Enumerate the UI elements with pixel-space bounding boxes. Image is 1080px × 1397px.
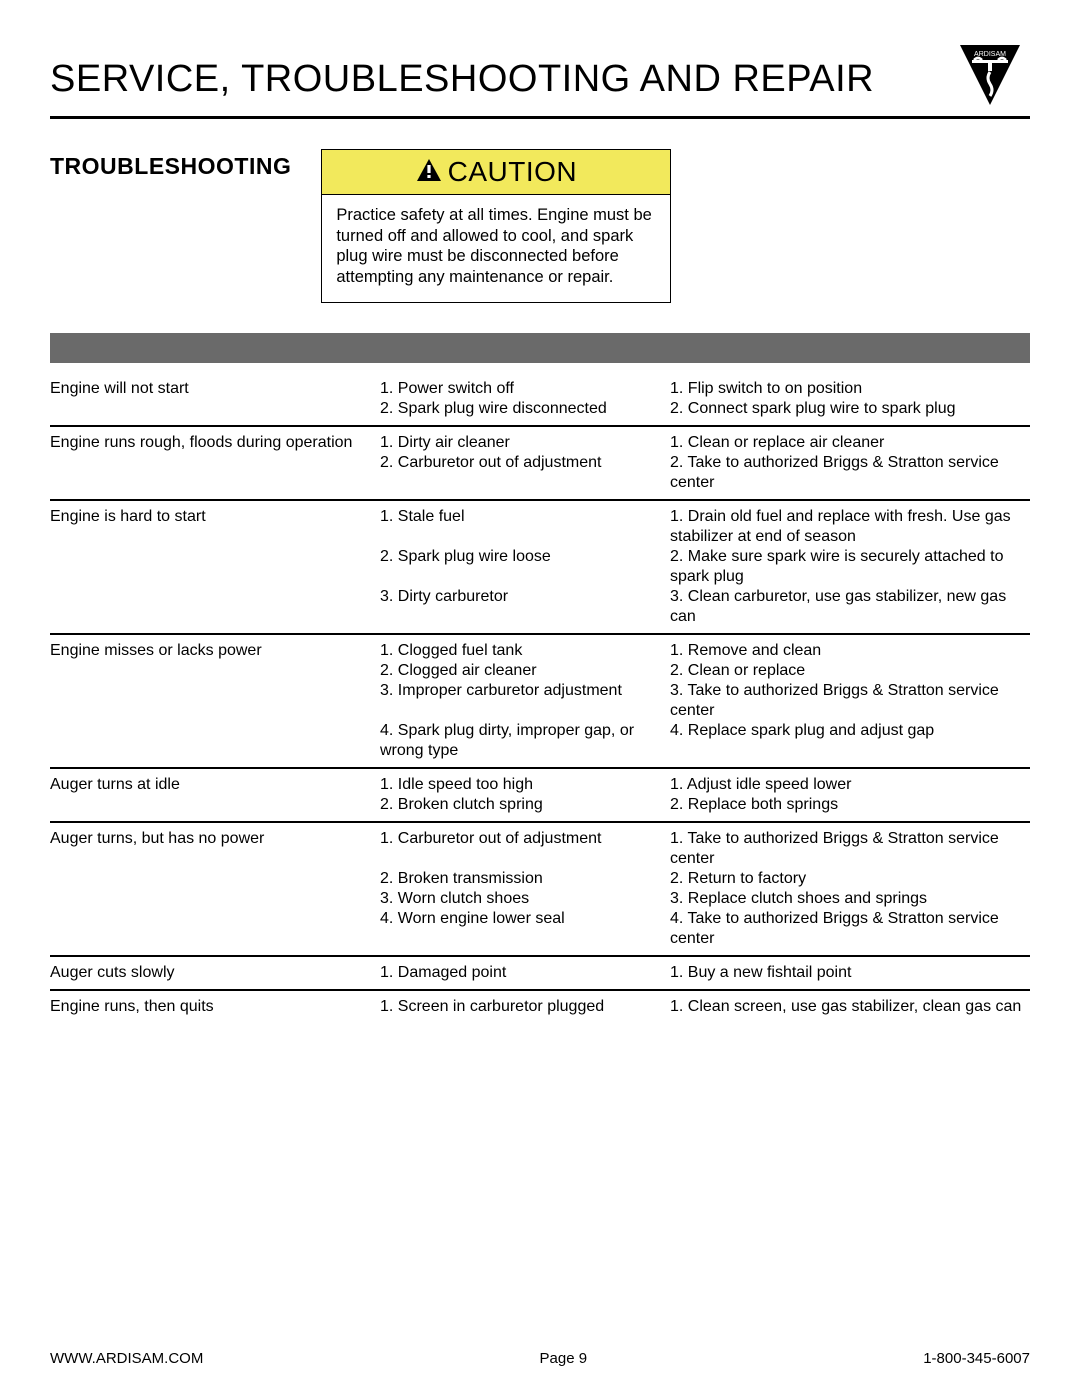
section-heading: TROUBLESHOOTING (50, 149, 291, 180)
caution-body: Practice safety at all times. Engine mus… (322, 195, 670, 302)
cause-item: 2. Broken transmission (380, 869, 650, 889)
table-row: Engine misses or lacks power1. Clogged f… (50, 635, 1030, 769)
footer-phone: 1-800-345-6007 (923, 1350, 1030, 1367)
page-footer: WWW.ARDISAM.COM Page 9 1-800-345-6007 (50, 1350, 1030, 1367)
remedy-item: 1. Clean screen, use gas stabilizer, cle… (670, 997, 1030, 1017)
caution-box: CAUTION Practice safety at all times. En… (321, 149, 671, 303)
troubleshoot-table: Engine will not start1. Power switch off… (50, 373, 1030, 1023)
table-row: Engine runs rough, floods during operati… (50, 427, 1030, 501)
remedy-item: 1. Adjust idle speed lower (670, 775, 1030, 795)
remedy-cell: 1. Adjust idle speed lower2. Replace bot… (670, 775, 1030, 815)
remedy-item: 1. Take to authorized Briggs & Stratton … (670, 829, 1030, 869)
remedy-item: 4. Replace spark plug and adjust gap (670, 721, 1030, 741)
remedy-item: 4. Take to authorized Briggs & Stratton … (670, 909, 1030, 949)
cause-item (380, 567, 650, 587)
remedy-cell: 1. Buy a new fishtail point (670, 963, 1030, 983)
cause-item (380, 527, 650, 547)
brand-logo: ARDISAM (950, 40, 1030, 110)
cause-item: 2. Carburetor out of adjustment (380, 453, 650, 473)
cause-item: 4. Worn engine lower seal (380, 909, 650, 929)
problem-cell: Auger turns, but has no power (50, 829, 380, 949)
cause-item: 3. Improper carburetor adjustment (380, 681, 650, 701)
cause-item: 4. Spark plug dirty, improper gap, or wr… (380, 721, 650, 761)
cause-item: 3. Dirty carburetor (380, 587, 650, 607)
cause-item: 2. Clogged air cleaner (380, 661, 650, 681)
section-row: TROUBLESHOOTING CAUTION Practice safety … (50, 149, 1030, 303)
warning-icon (416, 158, 442, 187)
cause-item (380, 849, 650, 869)
page-title: SERVICE, TROUBLESHOOTING AND REPAIR (50, 40, 874, 101)
cause-cell: 1. Damaged point (380, 963, 670, 983)
cause-cell: 1. Clogged fuel tank2. Clogged air clean… (380, 641, 670, 761)
cause-item: 1. Screen in carburetor plugged (380, 997, 650, 1017)
cause-item: 1. Carburetor out of adjustment (380, 829, 650, 849)
cause-item: 2. Spark plug wire disconnected (380, 399, 650, 419)
remedy-item: 2. Replace both springs (670, 795, 1030, 815)
cause-cell: 1. Dirty air cleaner2. Carburetor out of… (380, 433, 670, 493)
table-header-bar (50, 333, 1030, 363)
table-row: Engine is hard to start1. Stale fuel 2. … (50, 501, 1030, 635)
cause-cell: 1. Power switch off2. Spark plug wire di… (380, 379, 670, 419)
problem-cell: Engine is hard to start (50, 507, 380, 627)
remedy-item: 1. Drain old fuel and replace with fresh… (670, 507, 1030, 547)
problem-cell: Engine will not start (50, 379, 380, 419)
cause-item: 1. Idle speed too high (380, 775, 650, 795)
cause-item (380, 701, 650, 721)
cause-item: 2. Spark plug wire loose (380, 547, 650, 567)
remedy-item: 2. Connect spark plug wire to spark plug (670, 399, 1030, 419)
table-row: Engine runs, then quits1. Screen in carb… (50, 991, 1030, 1023)
caution-header: CAUTION (322, 150, 670, 195)
remedy-item: 1. Clean or replace air cleaner (670, 433, 1030, 453)
footer-page: Page 9 (540, 1350, 588, 1367)
problem-cell: Engine misses or lacks power (50, 641, 380, 761)
problem-cell: Engine runs rough, floods during operati… (50, 433, 380, 493)
remedy-item: 3. Clean carburetor, use gas stabilizer,… (670, 587, 1030, 627)
cause-item: 2. Broken clutch spring (380, 795, 650, 815)
remedy-cell: 1. Take to authorized Briggs & Stratton … (670, 829, 1030, 949)
problem-cell: Auger turns at idle (50, 775, 380, 815)
cause-cell: 1. Carburetor out of adjustment 2. Broke… (380, 829, 670, 949)
remedy-item: 3. Replace clutch shoes and springs (670, 889, 1030, 909)
table-row: Auger cuts slowly1. Damaged point 1. Buy … (50, 957, 1030, 991)
remedy-cell: 1. Flip switch to on position2. Connect … (670, 379, 1030, 419)
cause-cell: 1. Stale fuel 2. Spark plug wire loose 3… (380, 507, 670, 627)
remedy-cell: 1. Clean screen, use gas stabilizer, cle… (670, 997, 1030, 1017)
remedy-item: 1. Buy a new fishtail point (670, 963, 1030, 983)
cause-cell: 1. Idle speed too high2. Broken clutch s… (380, 775, 670, 815)
cause-item: 3. Worn clutch shoes (380, 889, 650, 909)
cause-item: 1. Stale fuel (380, 507, 650, 527)
page-header: SERVICE, TROUBLESHOOTING AND REPAIR ARDI… (50, 40, 1030, 119)
remedy-item: 1. Flip switch to on position (670, 379, 1030, 399)
remedy-item: 2. Return to factory (670, 869, 1030, 889)
cause-cell: 1. Screen in carburetor plugged (380, 997, 670, 1017)
table-row: Engine will not start1. Power switch off… (50, 373, 1030, 427)
caution-label: CAUTION (448, 156, 578, 188)
remedy-item: 3. Take to authorized Briggs & Stratton … (670, 681, 1030, 721)
problem-cell: Auger cuts slowly (50, 963, 380, 983)
problem-cell: Engine runs, then quits (50, 997, 380, 1017)
remedy-cell: 1. Remove and clean2. Clean or replace3.… (670, 641, 1030, 761)
cause-item: 1. Damaged point (380, 963, 650, 983)
footer-url: WWW.ARDISAM.COM (50, 1350, 203, 1367)
cause-item: 1. Dirty air cleaner (380, 433, 650, 453)
remedy-item: 1. Remove and clean (670, 641, 1030, 661)
cause-item: 1. Power switch off (380, 379, 650, 399)
remedy-cell: 1. Clean or replace air cleaner2. Take t… (670, 433, 1030, 493)
remedy-item: 2. Make sure spark wire is securely atta… (670, 547, 1030, 587)
table-row: Auger turns at idle1. Idle speed too hig… (50, 769, 1030, 823)
remedy-item: 2. Take to authorized Briggs & Stratton … (670, 453, 1030, 493)
table-row: Auger turns, but has no power1. Carburet… (50, 823, 1030, 957)
cause-item: 1. Clogged fuel tank (380, 641, 650, 661)
remedy-item: 2. Clean or replace (670, 661, 1030, 681)
remedy-cell: 1. Drain old fuel and replace with fresh… (670, 507, 1030, 627)
